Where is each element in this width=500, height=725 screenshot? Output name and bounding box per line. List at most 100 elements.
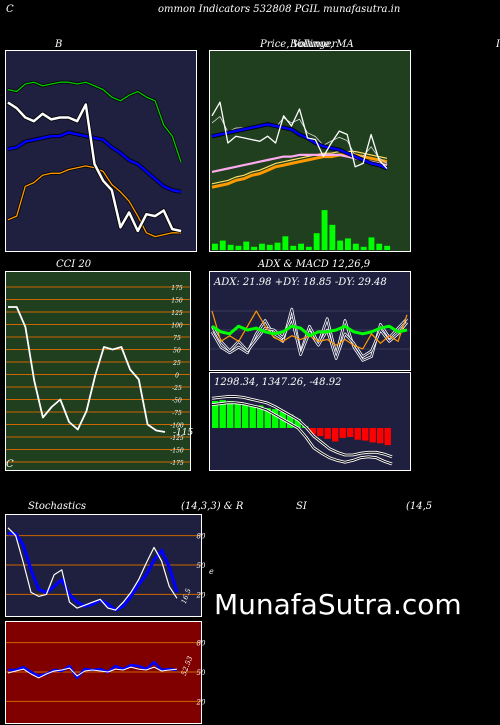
cci-tick-label: 175 [171, 285, 183, 292]
volume-bar [251, 246, 257, 250]
adx-dy-minus-inner [211, 318, 408, 359]
macd-histogram-bar [272, 409, 279, 428]
macd-histogram-bar [332, 428, 339, 442]
rsi-tick-label: 20 [196, 698, 206, 706]
macd-line-1-inner [211, 396, 393, 458]
cci-tick-label: -25 [172, 385, 182, 392]
price-title: Price, Volume, MA [260, 39, 354, 50]
header-right-char: I [496, 39, 500, 50]
rsi-side-char: e [209, 567, 214, 576]
price-title-overprint: Bollinger [290, 39, 337, 50]
cci-tick-label: -100 [170, 423, 184, 430]
cci-tick-label: 150 [171, 298, 183, 305]
macd-line-0-inner [211, 402, 393, 465]
adx-readout: ADX: 21.98 +DY: 18.85 -DY: 29.48 [213, 277, 387, 288]
volume-bar [227, 244, 234, 251]
volume-bar [274, 242, 281, 251]
macd-histogram-bar [264, 408, 271, 428]
volume-bar [360, 246, 367, 250]
volume-bar [259, 243, 265, 250]
rsi-tick-label: 50 [197, 669, 206, 677]
volume-bar [368, 237, 375, 250]
rsi-white-line [7, 666, 178, 679]
macd-histogram-bar [234, 402, 241, 428]
volume-bar [243, 241, 250, 250]
stoch-d-line [7, 527, 178, 611]
cci-tick-label: 75 [173, 335, 181, 342]
macd-histogram-bar [354, 428, 361, 440]
cci-tick-label: -175 [170, 460, 184, 467]
macd-histogram-bar [362, 428, 369, 441]
watermark: MunafaSutra.com [214, 588, 462, 621]
volume-bar [345, 238, 351, 250]
macd-histogram-bar [242, 404, 249, 428]
cci-tick-label: -75 [172, 410, 182, 417]
rsi-title: SI [296, 501, 307, 512]
bollinger-middle-band [7, 131, 182, 194]
stoch-k-line [8, 532, 179, 612]
adx-bg [209, 271, 411, 371]
header-left-char: C [6, 4, 14, 15]
macd-panel: 1298.34, 1347.26, -48.92 [209, 372, 411, 471]
macd-histogram-bar [317, 428, 324, 437]
volume-bar [290, 245, 297, 250]
adx-green-line [211, 324, 408, 338]
bollinger-title: B [55, 39, 63, 50]
cci-panel: 175 150 125 100 75 50 25 0 -25 -50 -75 -100 -125 -150… [5, 271, 193, 471]
macd-readout: 1298.34, 1347.26, -48.92 [214, 377, 341, 388]
macd-histogram-bar [309, 428, 316, 435]
macd-histogram-bar [212, 401, 219, 428]
cci-value-label: -115 [173, 428, 193, 438]
volume-bar [329, 224, 336, 250]
price-bg [209, 50, 411, 252]
stoch-tick-label: 20 [196, 591, 206, 599]
macd-histogram-bar [249, 406, 256, 428]
cci-tick-label: 100 [171, 323, 183, 330]
cci-tick-label: 0 [175, 373, 179, 380]
volume-bar [376, 243, 383, 250]
cci-tick-label: 125 [171, 310, 183, 317]
volume-bar [235, 245, 242, 250]
volume-bar [321, 210, 328, 250]
price-line [211, 101, 388, 169]
rsi-params: (14,5 [406, 501, 433, 512]
adx-panel: ADX: 21.98 +DY: 18.85 -DY: 29.48 [209, 271, 411, 371]
macd-histogram-bar [219, 400, 226, 428]
volume-bar [352, 243, 359, 250]
volume-bar [219, 240, 226, 251]
footer-left-char: C [6, 459, 14, 470]
volume-bar [266, 244, 273, 251]
volume-bar [282, 236, 289, 250]
macd-histogram-bar [347, 428, 354, 437]
cci-tick-label: 50 [173, 348, 181, 355]
volume-bar [298, 243, 304, 250]
macd-histogram-bar [227, 401, 234, 428]
price-panel [209, 50, 411, 252]
volume-bar [313, 233, 320, 250]
bollinger-panel [5, 50, 197, 252]
stoch-params: (14,3,3) & R [181, 501, 244, 512]
bollinger-upper-band [7, 81, 182, 163]
rsi-tick-label: 80 [197, 640, 206, 648]
volume-bar [212, 243, 218, 250]
ma-orange-line-2 [211, 150, 388, 185]
ma-blue-line [211, 123, 388, 170]
stoch-tick-label: 50 [197, 562, 206, 570]
stoch-tick-label: 80 [197, 533, 206, 541]
macd-histogram-bar [369, 428, 376, 443]
adx-title: ADX & MACD 12,26,9 [258, 259, 371, 270]
cci-tick-label: -150 [170, 448, 184, 455]
macd-histogram-bar [339, 428, 346, 438]
cci-line [8, 306, 166, 433]
macd-histogram-bar [377, 428, 384, 444]
cci-title: CCI 20 [56, 259, 92, 270]
macd-histogram-bar [294, 419, 301, 428]
macd-histogram-bar [257, 405, 264, 428]
cci-tick-label: -125 [170, 435, 184, 442]
cci-tick-label: 25 [172, 360, 181, 367]
cci-tick-label: -50 [172, 398, 182, 405]
volume-bar [305, 246, 312, 250]
bollinger-price-line [7, 101, 182, 233]
